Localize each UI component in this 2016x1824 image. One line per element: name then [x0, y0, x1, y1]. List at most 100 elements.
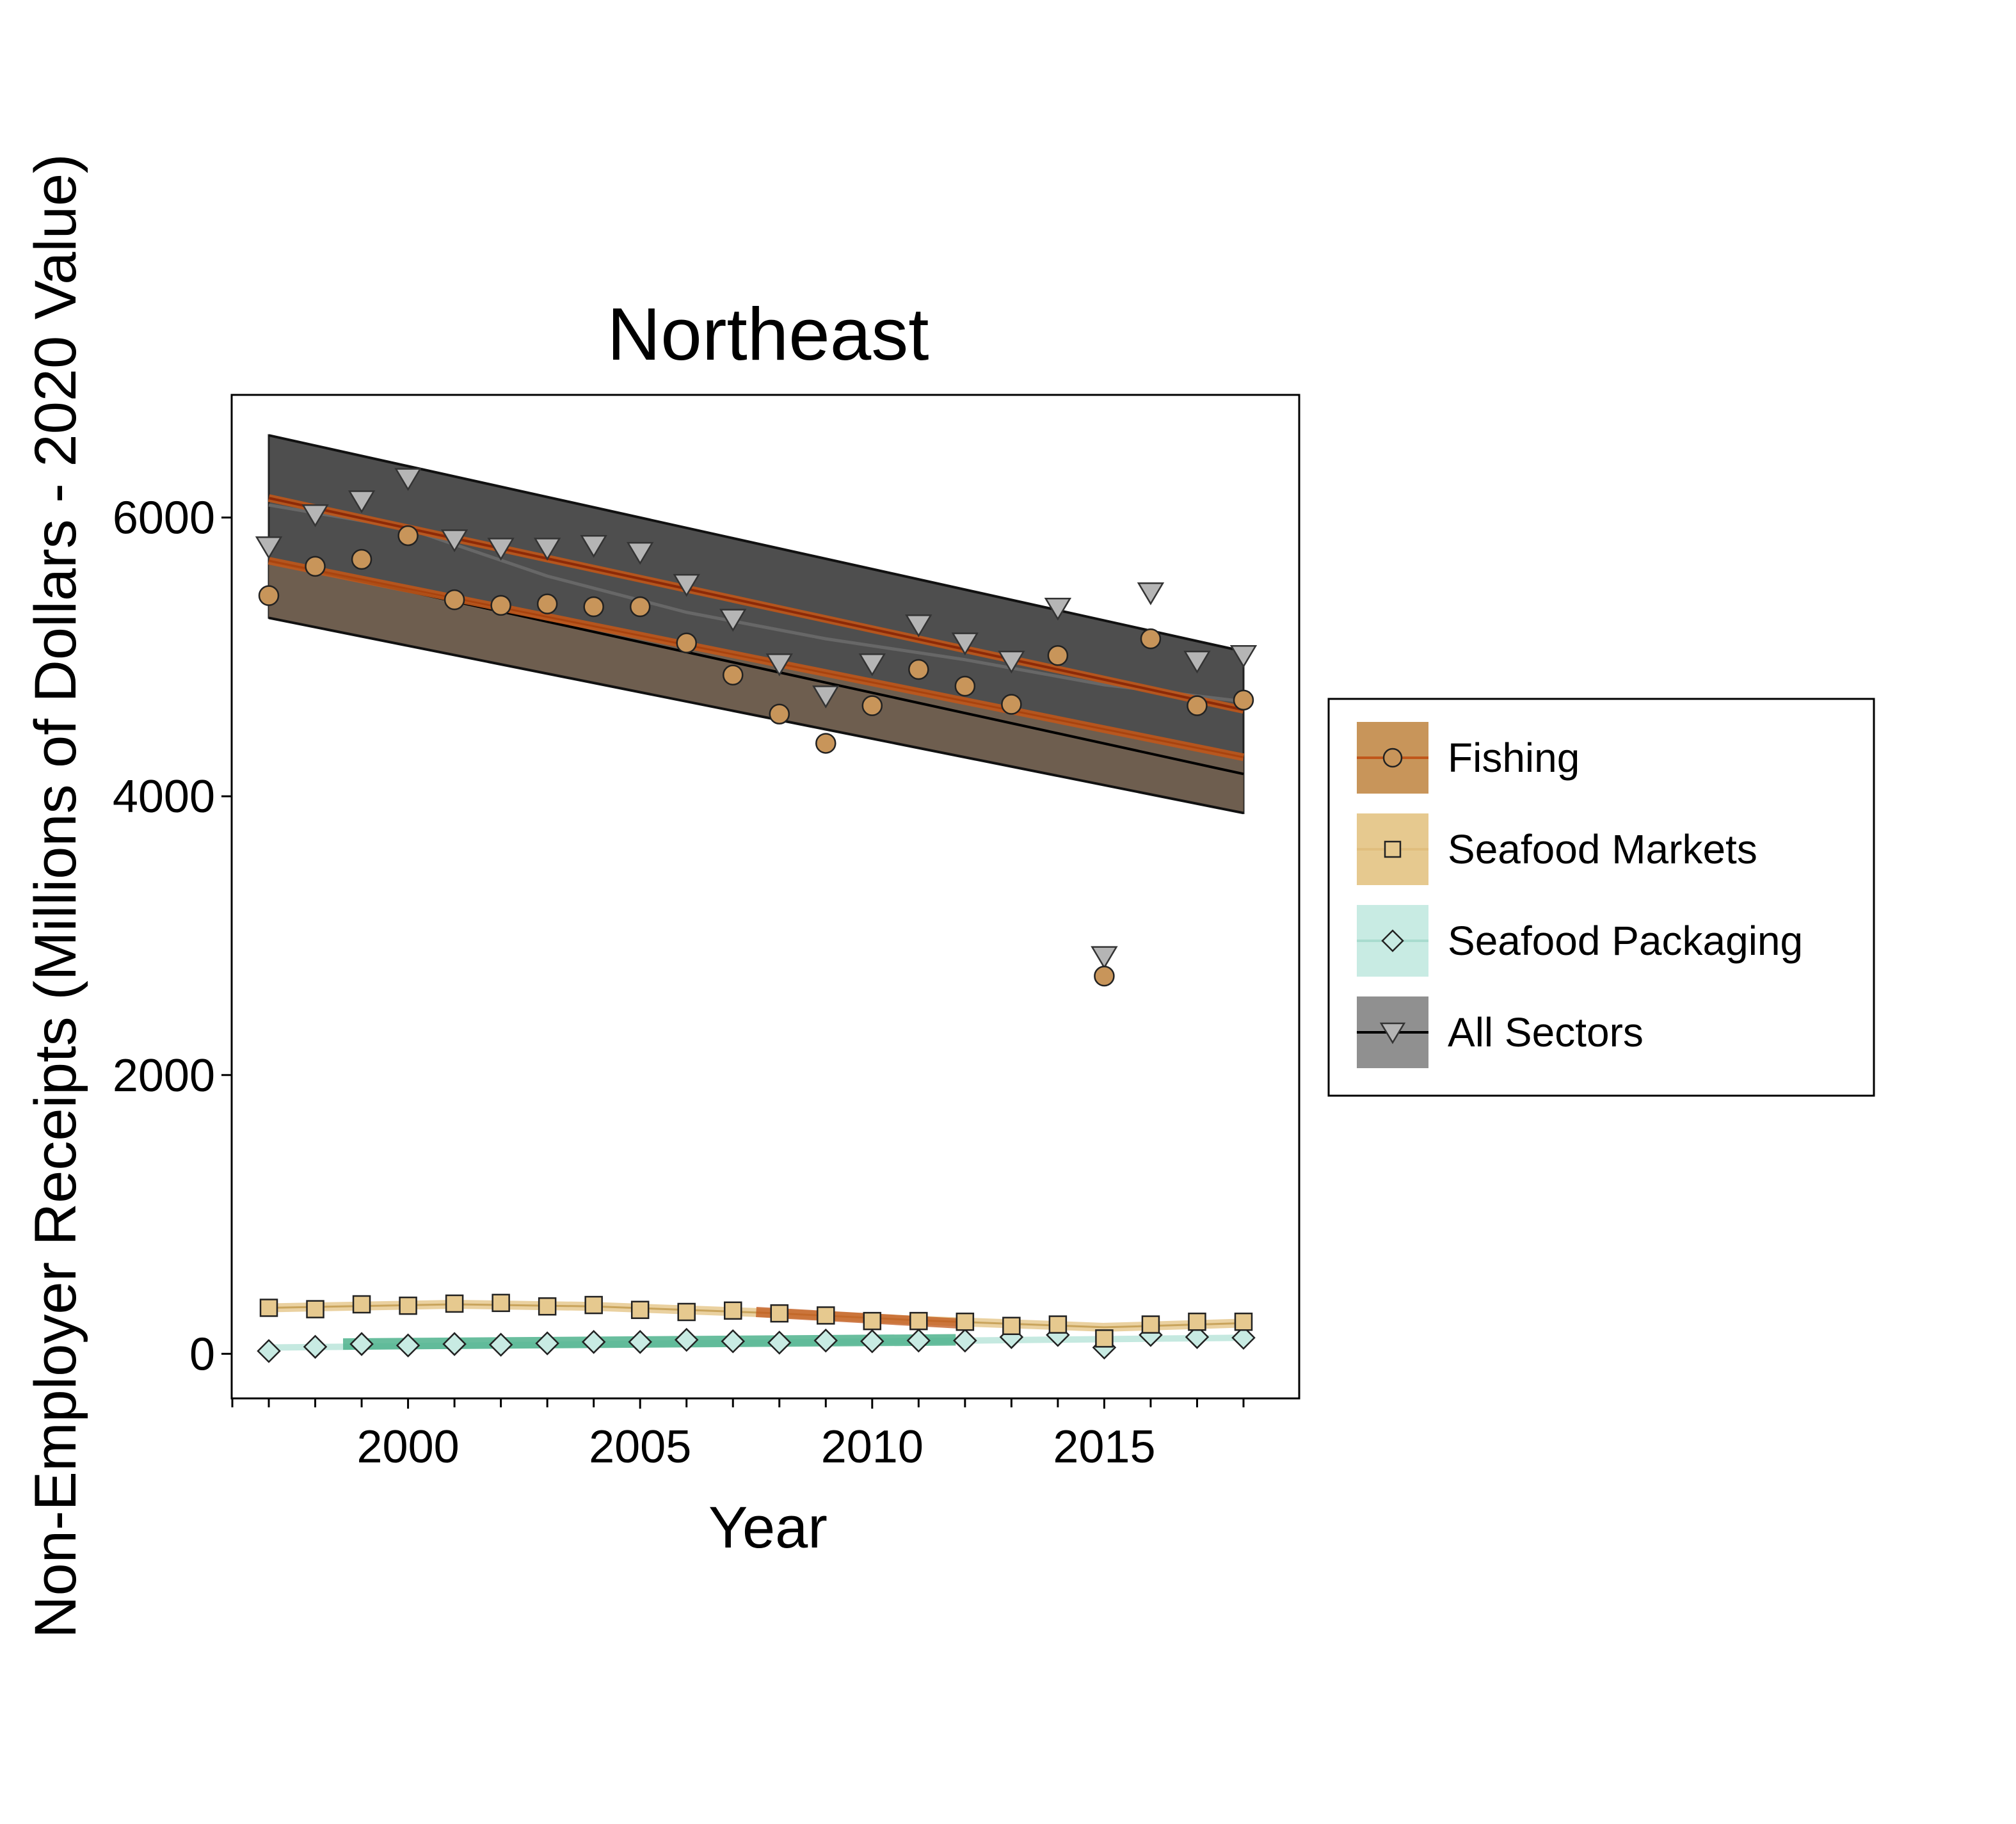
all-sectors-point [812, 685, 840, 708]
fishing-point [583, 596, 604, 618]
x-tick-label: 2015 [1053, 1421, 1155, 1473]
all-sectors-point [673, 573, 700, 597]
legend-marker-seafood-markets [1384, 840, 1402, 858]
fishing-point [861, 695, 883, 716]
all-sectors-point [1183, 650, 1211, 674]
seafood-markets-point [399, 1296, 417, 1315]
seafood-markets-point [723, 1301, 742, 1320]
seafood-markets-point [770, 1304, 789, 1323]
seafood-packaging-point [767, 1331, 792, 1355]
fishing-point [1233, 689, 1254, 711]
y-axis-title: Non-Employer Receipts (Millions of Dolla… [23, 154, 88, 1638]
fishing-point [815, 733, 836, 754]
y-axis: 0 2000 4000 6000 [113, 493, 232, 1380]
all-sectors-point [951, 632, 979, 656]
legend-label-seafood-packaging: Seafood Packaging [1448, 918, 1803, 964]
seafood-packaging-point [442, 1332, 467, 1356]
seafood-packaging-point [257, 1339, 281, 1363]
seafood-packaging-point [721, 1329, 746, 1354]
all-sectors-point [1229, 644, 1258, 668]
all-sectors-point [440, 529, 468, 552]
x-tick-label: 2000 [356, 1421, 459, 1473]
seafood-markets-point [306, 1300, 324, 1318]
seafood-markets-point [1234, 1312, 1253, 1331]
seafood-markets-point [1048, 1315, 1068, 1334]
seafood-markets-point [677, 1302, 696, 1322]
fishing-point [676, 632, 697, 653]
fishing-point [769, 703, 790, 724]
all-sectors-point [719, 609, 747, 632]
seafood-markets-point [1002, 1316, 1021, 1336]
seafood-markets-point [956, 1312, 975, 1331]
seafood-packaging-point [396, 1333, 420, 1358]
all-sectors-point [394, 468, 422, 492]
fishing-point [629, 596, 651, 618]
seafood-packaging-point [860, 1329, 884, 1354]
seafood-packaging-point [1185, 1325, 1210, 1349]
seafood-markets-point [863, 1311, 882, 1331]
band-lower-edge [268, 616, 1244, 815]
markets-decline-segment [756, 1306, 966, 1329]
fishing-point [1047, 644, 1069, 666]
legend-marker-all-sectors [1379, 1022, 1406, 1044]
seafood-markets-point [909, 1311, 928, 1331]
seafood-packaging-point [906, 1328, 931, 1353]
all-sectors-point [626, 541, 654, 565]
seafood-packaging-point [628, 1330, 652, 1354]
all-sectors-point [905, 614, 932, 637]
y-tick-label: 4000 [113, 771, 215, 822]
seafood-packaging-point [581, 1330, 606, 1354]
x-axis: 2000 2005 2010 2015 [231, 1397, 1299, 1473]
seafood-packaging-point [535, 1331, 559, 1356]
legend-label-all-sectors: All Sectors [1448, 1009, 1644, 1055]
fishing-point [722, 664, 744, 685]
fishing-trend [268, 559, 1244, 758]
all-sectors-point [533, 538, 561, 561]
seafood-packaging-point [349, 1332, 374, 1356]
seafood-markets-point [1141, 1315, 1160, 1334]
fishing-point [351, 548, 372, 570]
legend-label-fishing: Fishing [1448, 735, 1580, 781]
fishing-point [305, 556, 326, 577]
fishing-point [1140, 628, 1162, 650]
all-sectors-point [1044, 597, 1072, 621]
legend: Fishing Seafood Markets Seafood Packaging A… [1327, 698, 1875, 1097]
y-tick-label: 0 [189, 1329, 215, 1380]
all-sectors-point [255, 536, 283, 559]
fishing-point [1094, 965, 1115, 987]
fishing-point [490, 595, 511, 616]
seafood-markets-point [817, 1306, 835, 1325]
all-sectors-point [487, 538, 515, 561]
fishing-point [258, 585, 280, 606]
y-tick-label: 6000 [113, 493, 215, 544]
seafood-markets-point [445, 1294, 464, 1313]
band-upper-edge [268, 434, 1244, 653]
fishing-point [1001, 694, 1022, 715]
seafood-markets-point [352, 1295, 371, 1314]
all-sectors-point [1091, 946, 1118, 970]
all-sectors-point [765, 653, 793, 676]
legend-marker-seafood-packaging [1381, 929, 1404, 952]
seafood-markets-point [584, 1295, 603, 1315]
x-tick-label: 2005 [589, 1421, 691, 1473]
fishing-point [1187, 695, 1208, 716]
all-sectors-point [301, 504, 329, 527]
fishing-point [444, 589, 465, 611]
seafood-markets-point [538, 1297, 557, 1316]
all-sectors-point [580, 534, 607, 558]
seafood-markets-point [1095, 1329, 1114, 1348]
seafood-markets-point [492, 1293, 510, 1313]
seafood-markets-point [630, 1300, 650, 1319]
all-sectors-point [1137, 582, 1165, 605]
all-sectors-point [348, 490, 376, 513]
legend-label-seafood-markets: Seafood Markets [1448, 826, 1757, 872]
seafood-packaging-point [1231, 1325, 1256, 1350]
all-sectors-point [998, 650, 1025, 674]
fishing-upper-trend [268, 497, 1244, 712]
seafood-packaging-point [674, 1327, 699, 1352]
fishing-point [954, 675, 976, 697]
fishing-band [269, 561, 1244, 813]
seafood-markets-point [259, 1299, 278, 1317]
data-points [255, 468, 1258, 1363]
seafood-packaging-point [488, 1332, 513, 1357]
